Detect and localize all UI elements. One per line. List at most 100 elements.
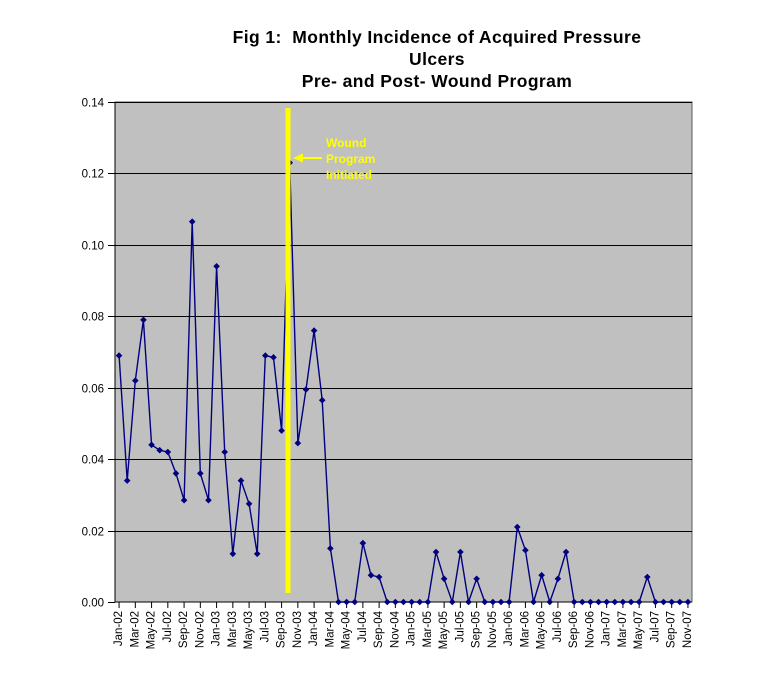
x-tick-label: Jan-03 [211, 611, 223, 646]
data-point-marker [270, 354, 277, 361]
data-point-marker [440, 575, 448, 583]
data-point-marker [375, 573, 383, 581]
x-tick-label: Jul-06 [552, 611, 564, 642]
data-point-marker [180, 496, 188, 504]
data-point-marker [570, 598, 578, 606]
x-tick-label: Sep-05 [471, 611, 483, 648]
x-tick-label: Nov-05 [487, 611, 499, 648]
data-point-marker [262, 352, 269, 359]
data-point-marker [140, 316, 147, 324]
data-point-marker [424, 598, 432, 606]
x-tick-label: Sep-02 [178, 611, 190, 648]
data-point-marker [668, 598, 675, 606]
data-point-marker [383, 598, 391, 606]
data-point-marker [473, 575, 480, 583]
x-tick-label: Nov-04 [389, 610, 401, 648]
y-tick-label: 0.02 [82, 527, 104, 539]
data-point-marker [652, 598, 659, 606]
x-tick-label: Jan-05 [406, 611, 418, 646]
x-tick-label: Jul-03 [259, 611, 271, 642]
x-tick-label: Jan-07 [601, 611, 613, 646]
data-point-marker [611, 598, 619, 606]
x-tick-label: Jul-02 [162, 611, 174, 642]
x-tick-label: Jul-05 [454, 611, 466, 642]
data-point-marker [416, 598, 424, 606]
y-tick-label: 0.10 [82, 241, 104, 253]
data-point-marker [156, 446, 163, 454]
data-point-marker [123, 477, 131, 484]
data-point-marker [188, 218, 196, 225]
data-point-marker [197, 470, 204, 477]
x-tick-label: Nov-06 [584, 611, 596, 648]
chart-title-line-1: Fig 1: Monthly Incidence of Acquired Pre… [232, 27, 642, 47]
x-tick-label: Jan-04 [308, 610, 320, 646]
y-tick-label: 0.04 [82, 455, 105, 467]
x-tick-label: Jan-02 [113, 611, 125, 646]
x-tick-label: Mar-06 [519, 611, 531, 647]
data-point-marker [497, 598, 505, 606]
annotation-line-2: Program [326, 152, 375, 166]
x-tick-label: Sep-04 [373, 610, 385, 648]
data-point-marker [635, 598, 643, 606]
data-point-marker [335, 598, 342, 606]
x-tick-label: Mar-03 [227, 611, 239, 647]
data-point-marker [489, 598, 497, 606]
x-tick-label: May-04 [341, 610, 353, 649]
x-tick-label: Sep-06 [568, 611, 580, 648]
x-tick-label: May-03 [243, 611, 255, 649]
data-point-marker [294, 439, 302, 447]
x-tick-label: Mar-02 [129, 611, 141, 647]
annotation-arrow-head-icon [293, 153, 303, 163]
x-tick-label: Nov-02 [194, 611, 206, 648]
chart-plot-group: 0.00 0.02 0.04 0.06 0.08 0.10 0.12 0.14 Jan-02 Ma… [82, 98, 694, 650]
data-point-marker [644, 573, 651, 581]
x-tick-label: Mar-04 [324, 610, 336, 647]
data-point-marker [538, 571, 545, 579]
data-point-marker [253, 550, 261, 558]
data-point-marker [400, 598, 407, 606]
data-point-marker [205, 496, 212, 504]
data-point-marker [392, 598, 399, 606]
plot-area [114, 101, 693, 603]
x-tick-label: Sep-07 [666, 611, 678, 648]
annotation-line-3: Initiated [326, 168, 372, 182]
y-tick-label: 0.14 [82, 98, 105, 110]
data-point-marker [245, 500, 253, 508]
chart-title-line-3: Pre- and Post- Wound Program [301, 71, 573, 91]
data-point-marker [229, 550, 237, 558]
x-tick-label: May-07 [633, 611, 645, 649]
data-point-marker [465, 598, 472, 606]
data-point-marker [595, 598, 602, 606]
data-point-marker [530, 598, 537, 606]
x-tick-label: Nov-03 [292, 611, 304, 648]
data-point-marker [627, 598, 635, 606]
annotation-line-1: Wound [326, 136, 366, 150]
data-point-marker [359, 539, 367, 547]
chart-title-line-2: Ulcers [409, 49, 465, 69]
data-point-marker [302, 386, 310, 393]
data-point-marker [546, 598, 554, 606]
data-point-marker [115, 352, 123, 359]
data-point-marker [448, 598, 456, 606]
data-point-marker [522, 546, 529, 554]
data-point-marker [513, 523, 521, 531]
y-tick-label: 0.00 [82, 598, 104, 610]
data-point-marker [408, 598, 415, 606]
data-point-marker [554, 575, 562, 583]
x-tick-label: Mar-05 [422, 611, 434, 647]
x-tick-label: Jan-06 [503, 611, 515, 646]
data-point-marker [660, 598, 667, 606]
y-tick-label: 0.08 [82, 312, 104, 324]
data-point-marker [619, 598, 627, 606]
data-point-marker [457, 548, 464, 556]
data-point-marker [132, 377, 139, 384]
data-point-marker [562, 548, 570, 556]
data-point-marker [432, 548, 440, 556]
data-point-marker [172, 470, 180, 477]
x-tick-label: Jul-04 [357, 610, 369, 642]
data-point-marker [603, 598, 610, 606]
y-tick-label: 0.12 [82, 169, 104, 181]
data-point-marker [505, 598, 513, 606]
data-point-marker [213, 262, 220, 270]
